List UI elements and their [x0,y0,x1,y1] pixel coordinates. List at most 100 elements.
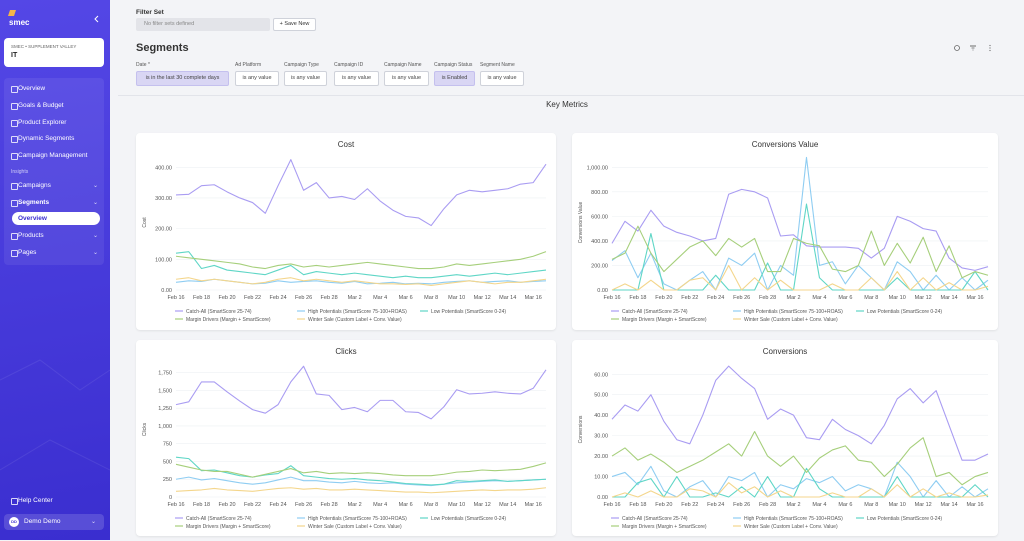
series-line [176,477,546,486]
x-tick-label: Mar 14 [941,502,958,508]
nav-sub-item[interactable]: Overview [18,215,47,222]
nav-item[interactable]: Product Explorer [18,119,66,126]
toolbar-icons[interactable] [950,42,1000,54]
x-tick-label: Mar 16 [525,502,542,508]
y-tick-label: 10.00 [594,475,608,481]
x-tick-label: Feb 16 [167,502,184,508]
nav-item[interactable]: Products [18,232,44,239]
x-tick-label: Mar 2 [348,295,362,301]
legend-label: Low Potentials (SmartScore 0-24) [431,516,506,522]
legend-label: High Potentials (SmartScore 75-100+ROAS) [744,516,843,522]
nav-item[interactable]: Campaign Management [18,152,87,159]
x-tick-label: Feb 18 [629,295,646,301]
x-tick-label: Feb 20 [655,502,672,508]
nav-item[interactable]: Campaigns [18,182,51,189]
x-tick-label: Mar 16 [966,502,983,508]
series-line [176,488,546,493]
x-tick-label: Mar 8 [424,502,438,508]
y-tick-label: 0.00 [597,495,608,501]
x-tick-label: Mar 4 [373,295,387,301]
filter-label: Campaign ID [334,62,363,68]
filter-chip[interactable]: is any value [284,71,327,86]
legend-label: Low Potentials (SmartScore 0-24) [867,516,942,522]
x-tick-label: Mar 16 [966,295,983,301]
sidebar: smec SMEC • SUPPLEMENT VALLEY IT Overvie… [0,0,110,540]
chevron: ⌄ [93,199,98,206]
filter-chip[interactable]: is any value [480,71,524,86]
nav-item[interactable]: Dynamic Segments [18,135,74,142]
x-tick-label: Feb 22 [244,502,261,508]
chart: CostCost0.00100.00200.00300.00400.00Feb … [136,133,556,330]
account-name: IT [11,52,17,59]
filter-chip[interactable]: is Enabled [434,71,475,86]
chevron: ⌄ [93,249,98,256]
y-tick-label: 1,500 [158,388,172,394]
x-tick-label: Feb 22 [244,295,261,301]
y-tick-label: 600.00 [591,214,608,220]
y-tick-label: 30.00 [594,434,608,440]
x-tick-label: Feb 26 [733,502,750,508]
x-tick-label: Feb 24 [270,295,287,301]
account-card[interactable]: SMEC • SUPPLEMENT VALLEY IT [4,38,104,67]
x-tick-label: Mar 12 [474,502,491,508]
x-tick-label: Mar 8 [424,295,438,301]
y-tick-label: 400.00 [155,165,172,171]
x-tick-label: Feb 24 [707,502,724,508]
y-axis-label: Clicks [142,422,148,436]
nav-item[interactable]: Overview [18,85,45,92]
filter-set-select[interactable]: No filter sets defined [136,18,270,31]
chevron: ⌄ [93,182,98,189]
legend-label: Winter Sale (Custom Label + Conv. Value) [308,317,402,323]
filter-chip[interactable]: is any value [235,71,279,86]
legend-label: Catch-All (SmartScore 25-74) [186,516,252,522]
x-tick-label: Mar 16 [525,295,542,301]
user-name: Demo Demo [24,518,60,525]
series-line [176,366,546,419]
legend-label: Low Potentials (SmartScore 0-24) [867,309,942,315]
nav-item[interactable]: Pages [18,249,36,256]
x-tick-label: Feb 20 [655,295,672,301]
avatar: DD [9,517,19,527]
filter-label: Campaign Name [384,62,422,68]
y-tick-label: 100.00 [155,257,172,263]
account-label: SMEC • SUPPLEMENT VALLEY [11,44,76,49]
y-axis-label: Conversions Value [578,201,584,243]
legend-label: Margin Drivers (Margin + SmartScore) [622,524,707,530]
filter-chip[interactable]: is in the last 30 complete days [136,71,229,86]
series-line [612,157,988,290]
chart-card: ClicksClicks02505007501,0001,2501,5001,7… [136,340,556,536]
x-tick-label: Mar 2 [786,502,800,508]
user-menu[interactable]: DD Demo Demo ⌄ [4,514,104,530]
legend-label: Margin Drivers (Margin + SmartScore) [622,317,707,323]
filter-chip[interactable]: is any value [334,71,379,86]
legend-label: Catch-All (SmartScore 25-74) [622,516,688,522]
x-tick-label: Feb 18 [193,295,210,301]
y-axis-label: Conversions [578,415,584,443]
legend-label: Winter Sale (Custom Label + Conv. Value) [744,317,838,323]
x-tick-label: Mar 4 [812,502,826,508]
x-tick-label: Feb 22 [681,502,698,508]
nav-item[interactable]: Goals & Budget [18,102,64,109]
y-tick-label: 60.00 [594,372,608,378]
nav-item[interactable]: Segments [18,199,49,206]
series-line [176,160,546,226]
x-tick-label: Mar 12 [915,502,932,508]
y-tick-label: 200.00 [155,227,172,233]
chart-title: Conversions Value [752,140,819,149]
x-tick-label: Feb 28 [759,502,776,508]
x-tick-label: Mar 4 [373,502,387,508]
y-tick-label: 200.00 [591,263,608,269]
legend-label: Winter Sale (Custom Label + Conv. Value) [308,524,402,530]
chart-card: ConversionsConversions0.0010.0020.0030.0… [572,340,998,536]
chevron: ⌄ [91,518,96,525]
x-tick-label: Mar 6 [399,295,413,301]
x-tick-label: Mar 10 [889,295,906,301]
page-title: Segments [136,42,189,54]
help-link[interactable]: Help Center [18,497,53,504]
filter-chip[interactable]: is any value [384,71,429,86]
x-tick-label: Feb 28 [759,295,776,301]
x-tick-label: Mar 10 [448,502,465,508]
x-tick-label: Feb 18 [629,502,646,508]
save-button[interactable]: + Save New [273,18,316,31]
filter-label: Date * [136,62,150,68]
